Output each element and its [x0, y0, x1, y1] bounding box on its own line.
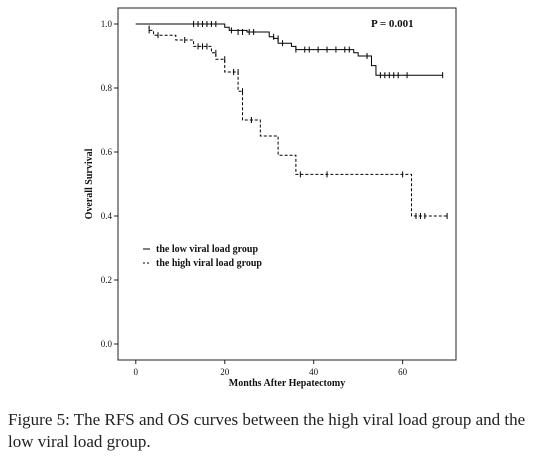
series-high-viral-load-line [135, 23, 448, 217]
x-tick-label: 0 [134, 367, 139, 377]
series-low-viral-load-line [135, 23, 443, 76]
y-tick-label: 0.0 [101, 339, 113, 349]
y-tick-label: 1.0 [101, 19, 113, 29]
caption-text: The RFS and OS curves between the high v… [8, 410, 526, 451]
x-tick-label: 40 [309, 367, 319, 377]
x-axis-label: Months After Hepatectomy [229, 378, 345, 389]
x-axis: 0 20 40 60 [134, 360, 408, 377]
plot-frame [117, 7, 457, 361]
figure-caption: Figure 5: The RFS and OS curves between … [8, 409, 530, 453]
x-tick-label: 60 [398, 367, 408, 377]
legend-label-high: the high viral load group [156, 258, 262, 269]
series-layer [135, 23, 448, 217]
y-tick-label: 0.2 [101, 275, 112, 285]
km-chart: 0.0 0.2 0.4 0.6 0.8 1.0 0 20 40 60 P = 0.001 the… [84, 7, 457, 389]
caption-label: Figure 5: [8, 410, 70, 429]
y-axis: 0.0 0.2 0.4 0.6 0.8 1.0 [101, 19, 118, 349]
legend-label-low: the low viral load group [156, 244, 258, 255]
x-tick-label: 20 [220, 367, 230, 377]
p-value-annotation: P = 0.001 [371, 18, 414, 30]
y-tick-label: 0.8 [101, 83, 113, 93]
y-tick-label: 0.6 [101, 147, 113, 157]
y-tick-label: 0.4 [101, 211, 113, 221]
censor-marks [148, 21, 448, 219]
legend: the low viral load group the high viral … [143, 244, 262, 269]
y-axis-label: Overall Survival [84, 148, 95, 219]
